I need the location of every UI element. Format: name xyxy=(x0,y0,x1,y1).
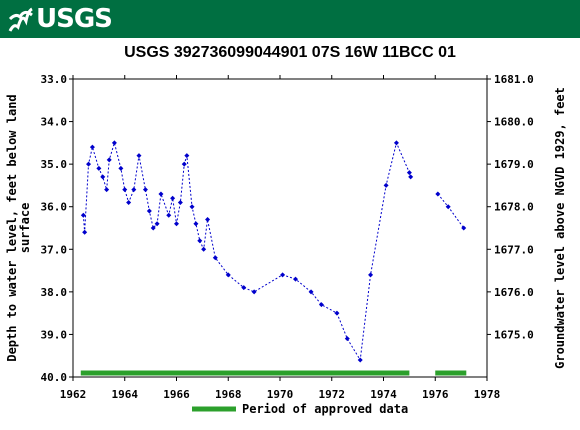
data-point xyxy=(308,289,314,295)
data-point xyxy=(118,165,124,171)
y-tick-label-right: 1679.0 xyxy=(494,158,534,171)
y-axis-label-left: Depth to water level, feet below landsur… xyxy=(5,94,32,361)
data-point xyxy=(177,199,183,205)
data-point xyxy=(406,170,412,176)
x-tick-label: 1978 xyxy=(474,388,501,401)
data-point xyxy=(80,212,86,218)
y-tick-label-left: 39.0 xyxy=(41,328,68,341)
y-tick-label-left: 33.0 xyxy=(41,73,68,86)
data-point xyxy=(334,310,340,316)
data-point xyxy=(122,187,128,193)
y-tick-label-left: 36.0 xyxy=(41,201,68,214)
data-point xyxy=(111,140,117,146)
usgs-logo-text: USGS xyxy=(36,4,113,34)
data-point xyxy=(126,199,132,205)
data-point xyxy=(136,153,142,159)
data-point xyxy=(201,246,207,252)
y-tick-label-right: 1681.0 xyxy=(494,73,534,86)
y-tick-label-left: 38.0 xyxy=(41,286,68,299)
x-tick-label: 1970 xyxy=(267,388,294,401)
data-point xyxy=(181,161,187,167)
series-line xyxy=(82,140,412,362)
data-point xyxy=(408,174,414,180)
plot-area-border xyxy=(72,78,488,378)
data-point xyxy=(184,153,190,159)
data-point xyxy=(154,221,160,227)
data-point xyxy=(241,285,247,291)
data-point xyxy=(170,195,176,201)
y-tick-label-left: 37.0 xyxy=(41,243,68,256)
y-tick-label-right: 1675.0 xyxy=(494,328,534,341)
legend-approved-label: Period of approved data xyxy=(242,402,408,416)
data-point xyxy=(368,272,374,278)
x-tick-label: 1968 xyxy=(215,388,242,401)
y-tick-label-left: 40.0 xyxy=(41,371,68,384)
data-point xyxy=(212,255,218,261)
data-point xyxy=(82,229,88,235)
water-level-series xyxy=(80,140,467,363)
data-point xyxy=(131,187,137,193)
data-point xyxy=(193,221,199,227)
usgs-logo-icon xyxy=(8,7,33,32)
x-tick-label: 1976 xyxy=(422,388,449,401)
data-point xyxy=(344,336,350,342)
y-tick-label-left: 34.0 xyxy=(41,116,68,129)
axis-ticks: 1962 1964 1966 1968 1970 1972 1974 1976 1978 33.0… xyxy=(41,73,534,401)
y-axis-label-right: Groundwater level above NGVD 1929, feet xyxy=(553,87,567,369)
data-point xyxy=(106,157,112,163)
data-point xyxy=(158,191,164,197)
data-point xyxy=(146,208,152,214)
data-point xyxy=(89,144,95,150)
usgs-header-bar: USGS xyxy=(0,0,580,38)
y-tick-label-left: 35.0 xyxy=(41,158,68,171)
data-point xyxy=(251,289,257,295)
data-point xyxy=(461,225,467,231)
data-point xyxy=(104,187,110,193)
data-point xyxy=(197,238,203,244)
data-point xyxy=(189,204,195,210)
data-point xyxy=(86,161,92,167)
chart-title: USGS 392736099044901 07S 16W 11BCC 01 xyxy=(124,44,456,61)
plot-frame xyxy=(72,78,488,378)
data-point xyxy=(445,204,451,210)
data-point xyxy=(225,272,231,278)
x-tick-label: 1966 xyxy=(163,388,190,401)
data-point xyxy=(318,302,324,308)
x-tick-label: 1962 xyxy=(60,388,87,401)
y-tick-label-right: 1677.0 xyxy=(494,243,534,256)
data-point xyxy=(100,174,106,180)
x-tick-label: 1972 xyxy=(319,388,346,401)
data-point xyxy=(383,182,389,188)
data-point xyxy=(150,225,156,231)
data-point xyxy=(96,165,102,171)
data-point xyxy=(142,187,148,193)
data-point xyxy=(293,276,299,282)
data-point xyxy=(280,272,286,278)
data-point xyxy=(435,191,441,197)
y-tick-label-right: 1680.0 xyxy=(494,116,534,129)
x-tick-label: 1974 xyxy=(370,388,397,401)
y-tick-label-right: 1678.0 xyxy=(494,201,534,214)
x-tick-label: 1964 xyxy=(112,388,139,401)
y-tick-label-right: 1676.0 xyxy=(494,286,534,299)
data-point xyxy=(174,221,179,227)
data-point xyxy=(357,357,363,363)
series-line xyxy=(437,193,465,229)
data-point xyxy=(393,140,399,146)
data-point xyxy=(205,216,211,222)
data-point xyxy=(166,212,172,218)
